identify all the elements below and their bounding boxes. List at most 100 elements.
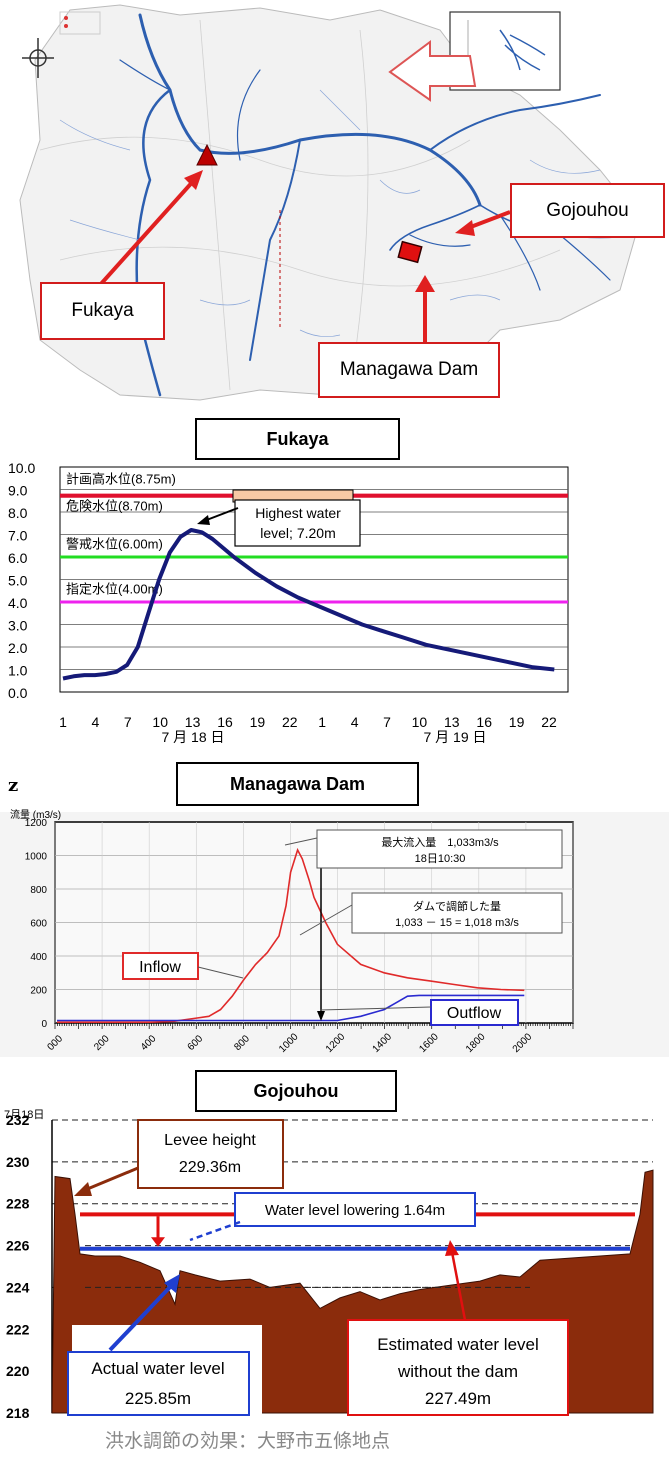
actual-water-level-box — [67, 1351, 250, 1416]
arrow-head-down — [317, 1011, 326, 1021]
x-tick-label: 22 — [282, 714, 298, 730]
date-label: 7 月 19 日 — [423, 729, 486, 745]
estimated-pointer-head — [445, 1240, 459, 1256]
date-label: 7 月 18 日 — [161, 729, 224, 745]
leader-line — [319, 1006, 432, 1011]
estimated-line2: without the dam — [397, 1362, 518, 1381]
y-tick-label: 6.0 — [8, 550, 28, 566]
y-tick-label: 200 — [30, 986, 47, 997]
peak-note-box — [234, 499, 361, 547]
peak-note-line2: level; 7.20m — [260, 525, 335, 541]
x-tick-label: 4 — [92, 714, 100, 730]
outflow-label-box — [430, 999, 519, 1026]
y-tick-label: 10.0 — [8, 460, 35, 476]
fukaya-callout: Fukaya — [40, 282, 165, 340]
y-tick-label: 600 — [30, 919, 47, 930]
y-tick-label: 224 — [6, 1279, 30, 1295]
y-tick-label: 1000 — [25, 852, 48, 863]
levee-pointer-head — [74, 1182, 92, 1196]
x-tick-label: 1 — [59, 714, 67, 730]
y-tick-label: 8.0 — [8, 505, 28, 521]
gojouhou-chart-title: Gojouhou — [195, 1070, 397, 1112]
y-tick-label: 228 — [6, 1196, 30, 1212]
y-tick-label: 400 — [30, 952, 47, 963]
x-tick-label: 16 — [217, 714, 233, 730]
outflow-series — [57, 994, 525, 1022]
x-tick-label: 7 — [124, 714, 132, 730]
managawa-dam-callout: Managawa Dam — [318, 342, 500, 398]
z-label: z — [8, 775, 19, 796]
peak-note-line1: Highest water — [255, 505, 341, 521]
gojouhou-callout: Gojouhou — [510, 183, 665, 238]
x-tick-label: 4 — [351, 714, 359, 730]
date-label: 7月18日 — [4, 1109, 44, 1121]
y-tick-label: 232 — [6, 1112, 30, 1128]
lowering-arrow-head — [151, 1237, 165, 1247]
actual-pointer-head — [164, 1274, 180, 1293]
y-axis-label: 流量 (m3/s) — [10, 808, 61, 821]
actual-line1: Actual water level — [91, 1359, 224, 1378]
y-tick-label: 230 — [6, 1154, 30, 1170]
inflow-label: Inflow — [139, 959, 181, 976]
fukaya-marker-icon — [196, 143, 218, 166]
levee-height-line1: Levee height — [164, 1132, 256, 1149]
estimated-pointer — [450, 1251, 467, 1321]
map-legend — [59, 11, 101, 35]
x-tick-label: 19 — [250, 714, 266, 730]
x-tick-label: 10 — [412, 714, 428, 730]
estimated-line3: 227.49m — [425, 1389, 491, 1408]
y-tick-label: 4.0 — [8, 595, 28, 611]
minor-streams — [59, 89, 601, 337]
y-tick-label: 5.0 — [8, 573, 28, 589]
regulated-line1: ダムで調節した量 — [413, 899, 501, 913]
managawa-dam-marker-icon — [397, 240, 423, 264]
level-label: 危険水位(8.70m) — [66, 498, 163, 513]
x-tick-label: 1 — [318, 714, 326, 730]
pointer-arrow — [388, 40, 477, 102]
leader-line — [197, 966, 244, 979]
x-tick-label: 13 — [444, 714, 460, 730]
outflow-label: Outflow — [447, 1005, 502, 1022]
peak-pointer — [203, 507, 239, 522]
actual-pointer — [108, 1283, 174, 1352]
lowering-label: Water level lowering 1.64m — [265, 1202, 445, 1219]
y-tick-label: 0.0 — [8, 685, 28, 701]
estimated-line1: Estimated water level — [377, 1335, 539, 1354]
y-tick-label: 222 — [6, 1321, 30, 1337]
y-tick-label: 226 — [6, 1238, 30, 1254]
y-tick-label: 220 — [6, 1363, 30, 1379]
leader-line — [299, 904, 353, 936]
y-tick-label: 1200 — [25, 818, 48, 829]
levee-height-box — [137, 1119, 284, 1189]
y-tick-label: 3.0 — [8, 618, 28, 634]
y-tick-label: 0 — [41, 1019, 47, 1030]
level-label: 警戒水位(6.00m) — [66, 537, 163, 552]
compass-icon — [22, 38, 54, 78]
levee-pointer — [84, 1166, 139, 1192]
x-tick-label: 16 — [476, 714, 492, 730]
max-inflow-line2: 18日10:30 — [415, 853, 466, 865]
max-inflow-line1: 最大流入量 1,033m3/s — [381, 835, 499, 849]
level-label: 計画高水位(8.75m) — [66, 471, 176, 486]
max-inflow-box — [316, 829, 563, 869]
y-tick-label: 7.0 — [8, 528, 28, 544]
peak-pointer-head — [197, 515, 210, 525]
y-tick-label: 2.0 — [8, 640, 28, 656]
fukaya-chart-title: Fukaya — [195, 418, 400, 460]
y-tick-label: 218 — [6, 1405, 30, 1421]
y-tick-label: 800 — [30, 885, 47, 896]
actual-line2: 225.85m — [125, 1389, 191, 1408]
level-label: 指定水位(4.00m) — [66, 582, 163, 597]
inflow-series — [57, 847, 525, 1023]
leader-line — [284, 837, 318, 846]
regulated-box — [351, 892, 563, 934]
dam-chart-title: Managawa Dam — [176, 762, 419, 806]
lowering-box — [234, 1192, 476, 1227]
lowering-pointer — [189, 1220, 241, 1242]
y-tick-label: 9.0 — [8, 483, 28, 499]
inflow-label-box — [122, 952, 199, 980]
river-map: Gojouhou Fukaya Managawa Dam — [0, 0, 669, 401]
